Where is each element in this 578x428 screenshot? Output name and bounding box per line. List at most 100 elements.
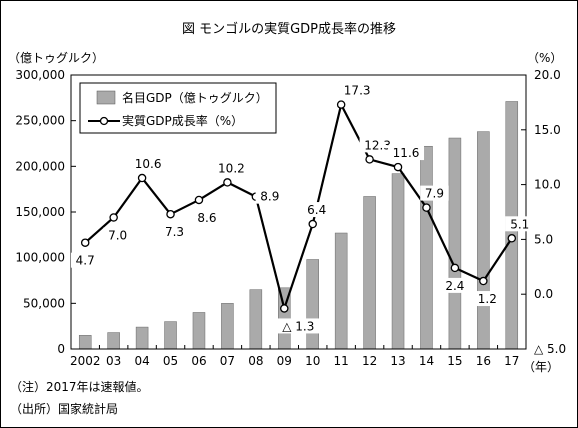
x-tick-label: 17 (504, 354, 519, 368)
bar-14 (420, 145, 433, 350)
legend: 名目GDP（億トゥグルク） 実質GDP成長率（%） (79, 82, 277, 134)
data-label-bg (339, 82, 376, 98)
x-tick-label: 05 (163, 354, 178, 368)
right-tick-label: 15.0 (534, 123, 561, 137)
data-label: 2.4 (445, 279, 464, 293)
growth-rate-point-14 (422, 203, 431, 212)
chart-title: 図 モンゴルの実質GDP成長率の推移 (182, 21, 396, 37)
data-label: 6.4 (307, 203, 326, 217)
data-label-bg (440, 277, 470, 293)
legend-bar-label: 名目GDP（億トゥグルク） (122, 90, 268, 105)
bar-2002 (78, 335, 92, 350)
growth-rate-point-11 (336, 100, 346, 109)
x-tick-label: 16 (476, 354, 491, 368)
bar-05 (164, 321, 177, 350)
right-tick-label: 10.0 (534, 178, 561, 192)
data-label: 8.9 (260, 190, 279, 204)
x-tick-label: 12 (362, 354, 377, 368)
bar-04 (135, 326, 149, 350)
right-tick-label: △ 5.0 (534, 342, 566, 356)
data-label: △ 1.3 (282, 319, 314, 333)
bar-13 (391, 173, 405, 350)
left-tick-label: 0 (57, 342, 65, 356)
data-label: 4.7 (76, 254, 95, 268)
growth-rate-point-06 (194, 195, 204, 205)
bar-03 (107, 332, 120, 350)
x-tick-label: 03 (106, 354, 121, 368)
x-tick-label: 14 (419, 354, 434, 368)
growth-rate-point-12 (365, 155, 374, 164)
bar-06 (192, 312, 206, 350)
growth-rate-line (84, 103, 513, 310)
growth-rate-point-04 (137, 173, 147, 183)
data-label: 7.3 (165, 225, 184, 239)
data-label: 5.1 (510, 217, 529, 231)
data-label-bg (420, 185, 449, 201)
growth-rate-point-05 (166, 209, 175, 219)
bar-16 (477, 131, 490, 350)
data-label-bg (213, 160, 250, 176)
x-tick-label: 07 (220, 354, 235, 368)
data-label-bg (103, 227, 132, 243)
growth-rate-point-13 (393, 162, 403, 172)
data-label: 7.9 (425, 187, 444, 201)
growth-rate-point-17 (507, 234, 517, 243)
right-tick-label: 20.0 (534, 68, 561, 82)
data-label: 7.0 (108, 228, 127, 242)
data-label-bg (192, 209, 222, 225)
growth-rate-point-09 (280, 304, 289, 313)
data-label-bg (160, 224, 189, 240)
growth-rate-point-10 (308, 219, 317, 229)
x-tick-label: 11 (334, 354, 349, 368)
left-tick-label: 150,000 (15, 205, 65, 219)
left-tick-label: 100,000 (15, 251, 65, 265)
data-label-bg (70, 252, 100, 268)
data-label: 1.2 (478, 292, 497, 306)
note-source: （出所）国家統計局 (10, 402, 119, 416)
data-label-bg (130, 156, 167, 172)
data-label-bg (255, 188, 285, 204)
legend-bar-swatch (96, 90, 116, 105)
left-tick-label: 300,000 (15, 68, 65, 82)
data-label-bg (473, 291, 502, 307)
data-label-bg (505, 216, 535, 232)
growth-rate-point-16 (479, 276, 488, 286)
x-axis-unit: （年） (523, 360, 559, 374)
growth-rate-point-07 (223, 178, 232, 187)
bar-11 (334, 232, 348, 350)
x-tick-label: 15 (447, 354, 462, 368)
x-tick-label: 13 (390, 354, 405, 368)
left-axis-unit: （億トゥグルク） (8, 51, 104, 65)
data-label-bg (388, 145, 425, 161)
bar-08 (249, 289, 263, 350)
x-tick-label: 2002 (70, 354, 101, 368)
data-label: 10.2 (218, 161, 245, 175)
left-tick-label: 50,000 (23, 296, 65, 310)
bar-15 (448, 137, 462, 350)
right-axis-unit: （%） (527, 51, 562, 65)
note-preliminary: （注）2017年は速報値。 (10, 380, 149, 394)
left-tick-label: 200,000 (15, 159, 65, 173)
data-label: 8.6 (197, 211, 216, 225)
right-tick-label: 5.0 (534, 232, 553, 246)
data-label: 11.6 (393, 146, 420, 160)
growth-rate-point-15 (450, 263, 460, 273)
data-label: 12.3 (364, 138, 391, 152)
data-label-bg (359, 137, 396, 153)
legend-line-label: 実質GDP成長率（%） (122, 113, 243, 128)
data-label: 17.3 (344, 84, 371, 98)
data-label-bg (302, 202, 331, 218)
legend-line-marker (99, 116, 109, 126)
data-label-bg (276, 318, 321, 334)
x-tick-label: 10 (305, 354, 320, 368)
data-label: 10.6 (135, 157, 162, 171)
left-tick-label: 250,000 (15, 114, 65, 128)
x-tick-label: 04 (134, 354, 149, 368)
x-tick-label: 09 (277, 354, 292, 368)
bar-12 (363, 196, 376, 350)
x-tick-label: 06 (191, 354, 206, 368)
x-tick-label: 08 (248, 354, 263, 368)
right-tick-label: 0.0 (534, 287, 553, 301)
growth-rate-point-2002 (80, 238, 90, 247)
